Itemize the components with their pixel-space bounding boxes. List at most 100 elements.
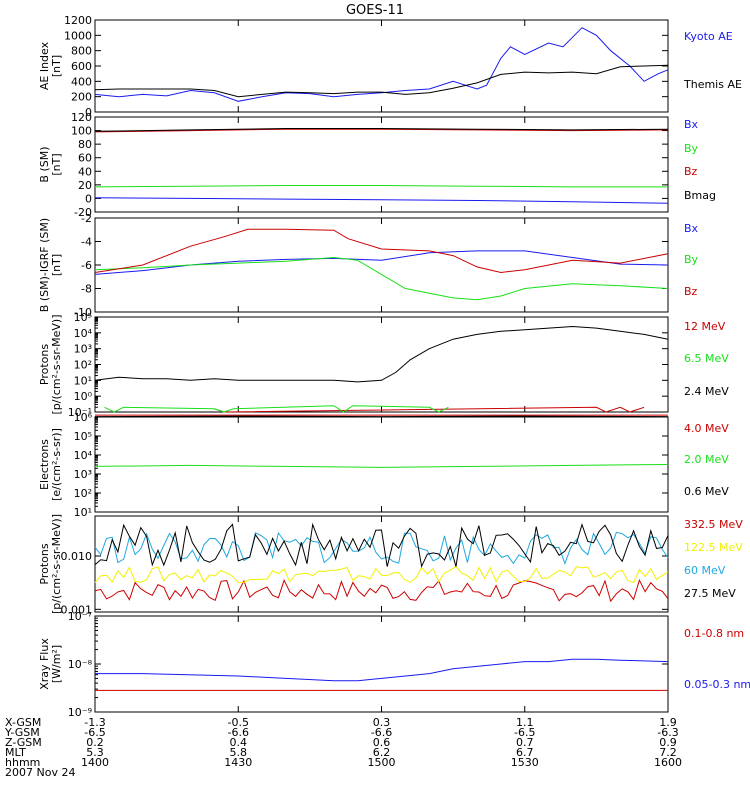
y-tick-label: 10²	[74, 359, 92, 372]
panel-ae: 0 200 400 600 800 1000 1200 AE Index [nT] Kyoto A…	[38, 14, 742, 119]
panel-frame	[94, 316, 669, 413]
y-tick-label: -2	[81, 212, 92, 225]
legend-label: 0.05-0.3 nm	[684, 678, 750, 691]
series-0-6-mev	[94, 415, 669, 418]
y-tick-label: 800	[71, 45, 92, 58]
series-bz	[94, 128, 669, 133]
y-axis-label: [p/(cm²-s-sr-MeV)]	[50, 315, 63, 415]
series-bx	[94, 250, 669, 275]
legend-label: Bz	[684, 165, 698, 178]
y-tick-label: 20	[78, 179, 92, 192]
x-row-value: 1500	[368, 756, 396, 769]
x-row-value: -1.3	[84, 716, 105, 729]
x-row-value: 1400	[81, 756, 109, 769]
series-bmag	[94, 128, 669, 132]
y-tick-label: 10⁶	[74, 411, 93, 424]
x-row-label: MLT	[5, 746, 26, 759]
legend-label: 60 MeV	[684, 564, 726, 577]
series-2-4-mev	[94, 325, 669, 383]
series-themis-ae	[94, 64, 669, 98]
y-axis-label: B (SM)	[38, 146, 51, 182]
legend-label: 4.0 MeV	[684, 422, 729, 435]
x-row-value: 0.4	[230, 736, 248, 749]
legend-label: 12 MeV	[684, 320, 726, 333]
series-0-05-0-3-nm	[95, 658, 669, 682]
panel-frame	[94, 116, 669, 213]
panel-frame	[94, 217, 669, 313]
x-row-value: -6.5	[84, 726, 105, 739]
x-row-value: -0.5	[228, 716, 249, 729]
x-row-value: 1530	[511, 756, 539, 769]
legend-label: Bmag	[684, 189, 716, 202]
panel-protons2: 0.001 0.010 Protons [p/(cm²-s-sr-MeV)] 332.5…	[38, 514, 743, 616]
y-tick-label: 0	[85, 192, 92, 205]
y-axis-label: Protons	[38, 344, 51, 385]
series-2-0-mev	[94, 464, 669, 468]
x-row-value: -6.3	[657, 726, 678, 739]
y-tick-label: 10³	[74, 343, 92, 356]
y-axis-label: Xray Flux	[38, 638, 51, 690]
x-row-value: -6.5	[514, 726, 535, 739]
y-tick-label: -10	[74, 306, 92, 319]
y-tick-label: 10⁴	[74, 449, 93, 462]
y-tick-label: 10⁻⁸	[68, 658, 93, 671]
legend-label: Kyoto AE	[684, 30, 733, 43]
x-row-value: 7.2	[659, 746, 677, 759]
y-tick-label: 10²	[74, 487, 92, 500]
y-tick-label: 10⁻⁹	[68, 706, 92, 719]
y-tick-label: 60	[78, 152, 92, 165]
legend-label: By	[684, 253, 699, 266]
y-tick-label: 0.001	[61, 603, 93, 616]
series-27-5-mev	[94, 522, 669, 569]
chart-title: GOES-11	[346, 3, 404, 18]
legend-label: 0.1-0.8 nm	[684, 627, 744, 640]
series-60-mev	[94, 531, 669, 565]
panel-frame	[94, 19, 669, 113]
x-row-label: Y-GSM	[4, 726, 40, 739]
x-row-value: 6.2	[373, 746, 391, 759]
legend-label: Bx	[684, 118, 699, 131]
y-tick-label: -4	[81, 236, 92, 249]
x-row-value: 1.1	[516, 716, 534, 729]
legend-label: 332.5 MeV	[684, 518, 743, 531]
legend-label: 27.5 MeV	[684, 587, 736, 600]
y-tick-label: 1200	[64, 14, 92, 27]
x-row-value: 1430	[224, 756, 252, 769]
y-axis-label: [nT]	[50, 254, 63, 276]
panel-xray: 10⁻⁹ 10⁻⁸ 10⁻⁷ Xray Flux [W/m²] 0.1-0.8 nm 0.0…	[38, 610, 750, 719]
y-tick-label: 80	[78, 138, 92, 151]
y-tick-label: 0	[85, 106, 92, 119]
y-tick-label: 40	[78, 165, 92, 178]
y-tick-label: 0.010	[61, 550, 93, 563]
series-by	[94, 256, 669, 301]
series-by	[94, 185, 668, 188]
panel-frame	[94, 615, 669, 713]
panel-bdiff: -10 -8 -6 -4 -2 B (SM)-IGRF (SM) [nT] Bx By Bz	[38, 212, 699, 319]
x-row-value: 6.7	[516, 746, 534, 759]
legend-label: By	[684, 142, 699, 155]
y-tick-label: 10⁰	[74, 390, 93, 403]
x-row-value: 5.8	[230, 746, 248, 759]
y-axis-label: Protons	[38, 543, 51, 584]
y-tick-label: 10³	[74, 468, 92, 481]
x-row-value: -6.6	[371, 726, 392, 739]
x-row-value: 1600	[654, 756, 682, 769]
y-tick-label: 10⁻¹	[68, 406, 92, 419]
x-row-value: -6.6	[228, 726, 249, 739]
x-row-value: 0.3	[373, 716, 391, 729]
y-tick-label: 10⁴	[74, 327, 93, 340]
series-12-mev	[214, 406, 645, 413]
legend-label: Themis AE	[683, 78, 742, 91]
legend-label: 0.6 MeV	[684, 485, 729, 498]
y-tick-label: 600	[71, 60, 92, 73]
y-axis-label: [nT]	[50, 153, 63, 175]
x-row-value: 0.6	[373, 736, 391, 749]
panel-electrons: 10¹ 10² 10³ 10⁴ 10⁵ 10⁶ Electrons [e/(cm²-s-sr)…	[38, 411, 729, 519]
series-122-5-mev	[94, 566, 669, 584]
x-row-label: Z-GSM	[5, 736, 42, 749]
legend-label: Bz	[684, 285, 698, 298]
y-tick-label: 200	[71, 91, 92, 104]
y-axis-label: AE Index	[38, 41, 51, 90]
